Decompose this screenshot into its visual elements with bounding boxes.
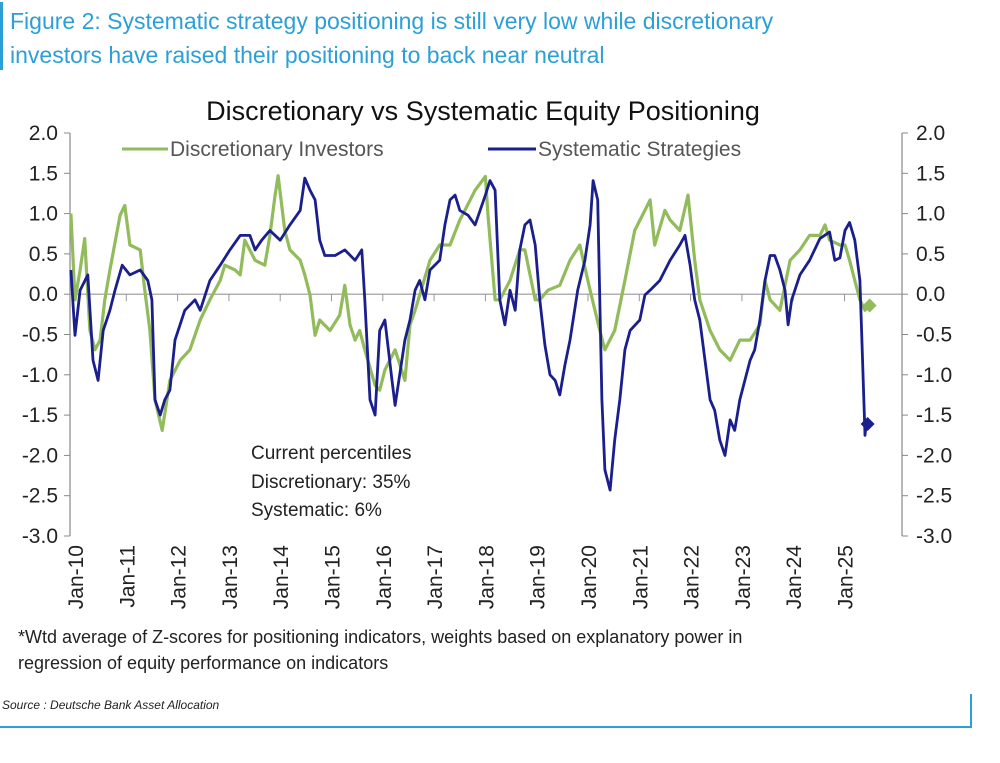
x-tick-label: Jan-15	[322, 545, 345, 609]
percentile-annotation: Current percentiles Discretionary: 35% S…	[251, 443, 412, 521]
left-y-tick-label: -2.0	[22, 444, 58, 467]
x-tick-label: Jan-16	[373, 545, 396, 609]
left-y-tick-label: 0.0	[29, 283, 58, 306]
caption-accent-bar	[0, 2, 3, 70]
legend: Discretionary Investors Systematic Strat…	[122, 138, 741, 161]
x-tick-label: Jan-10	[65, 545, 88, 609]
right-y-tick-label: 1.5	[916, 162, 945, 185]
annotation-systematic: Systematic: 6%	[251, 500, 382, 521]
x-tick-label: Jan-17	[424, 545, 447, 609]
x-tick-label: Jan-20	[578, 545, 601, 609]
left-y-tick-label: -3.0	[22, 525, 58, 548]
x-tick-label: Jan-23	[732, 545, 755, 609]
latest-marker-discretionary	[862, 298, 877, 313]
x-tick-label: Jan-14	[270, 545, 293, 610]
right-y-tick-label: -0.5	[916, 324, 952, 347]
x-tick-label: Jan-21	[629, 545, 652, 609]
figure-caption-line-2: investors have raised their positioning …	[10, 42, 605, 68]
right-y-tick-label: 2.0	[916, 122, 945, 145]
footnote: *Wtd average of Z-scores for positioning…	[18, 624, 898, 676]
left-y-tick-label: -2.5	[22, 485, 58, 508]
bottom-rule	[0, 726, 972, 728]
left-y-tick-label: 0.5	[29, 243, 58, 266]
right-rule	[970, 694, 972, 728]
left-y-tick-label: 2.0	[29, 122, 58, 145]
x-tick-label: Jan-22	[681, 545, 704, 609]
left-y-tick-label: 1.0	[29, 203, 58, 226]
footnote-line-2: regression of equity performance on indi…	[18, 653, 389, 673]
figure-caption: Figure 2: Systematic strategy positionin…	[10, 4, 970, 72]
left-y-tick-label: -0.5	[22, 324, 58, 347]
right-y-tick-label: 0.0	[916, 283, 945, 306]
right-y-tick-label: -2.0	[916, 444, 952, 467]
x-tick-label: Jan-13	[219, 545, 242, 609]
latest-marker-systematic	[860, 416, 875, 431]
x-tick-label: Jan-25	[835, 545, 858, 609]
footnote-line-1: *Wtd average of Z-scores for positioning…	[18, 627, 743, 647]
right-y-tick-label: 0.5	[916, 243, 945, 266]
right-y-tick-label: -3.0	[916, 525, 952, 548]
x-tick-label: Jan-18	[475, 545, 498, 609]
x-tick-label: Jan-19	[527, 545, 550, 609]
figure-caption-line-1: Figure 2: Systematic strategy positionin…	[10, 8, 774, 34]
series-line-discretionary	[69, 174, 871, 432]
annotation-discretionary: Discretionary: 35%	[251, 472, 411, 493]
right-y-tick-label: -1.0	[916, 364, 952, 387]
series-line-systematic	[69, 176, 869, 492]
annotation-title: Current percentiles	[251, 443, 412, 464]
source-note: Source : Deutsche Bank Asset Allocation	[2, 698, 220, 712]
right-y-tick-label: -2.5	[916, 485, 952, 508]
right-y-tick-label: -1.5	[916, 404, 952, 427]
right-y-tick-label: 1.0	[916, 203, 945, 226]
legend-label-systematic: Systematic Strategies	[538, 138, 741, 161]
x-tick-label: Jan-12	[168, 545, 191, 609]
x-tick-label: Jan-11	[116, 545, 139, 608]
left-y-tick-label: -1.0	[22, 364, 58, 387]
left-y-tick-label: 1.5	[29, 162, 58, 185]
left-y-tick-label: -1.5	[22, 404, 58, 427]
x-tick-label: Jan-24	[783, 545, 806, 610]
legend-label-discretionary: Discretionary Investors	[170, 138, 384, 161]
chart-title: Discretionary vs Systematic Equity Posit…	[206, 96, 760, 126]
